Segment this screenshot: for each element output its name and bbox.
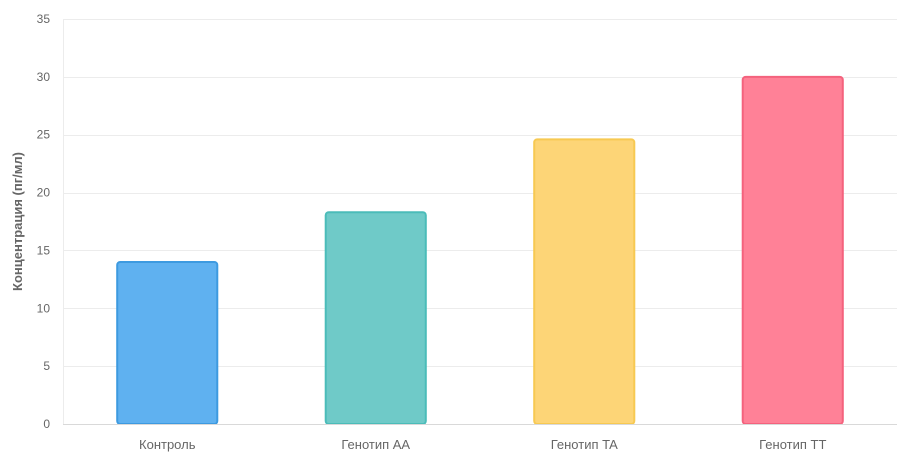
bar [324, 211, 427, 425]
y-axis-ticks: 0 5 10 15 20 25 30 35 [37, 12, 51, 431]
x-tick-label: Контроль [139, 437, 196, 452]
y-tick-label: 5 [43, 359, 50, 373]
bar [741, 75, 844, 425]
x-tick-label: Генотип AA [341, 437, 410, 452]
x-axis-ticks: Контроль Генотип AA Генотип TA Генотип TT [139, 437, 826, 452]
y-tick-label: 10 [37, 301, 51, 315]
y-tick-label: 0 [43, 417, 50, 431]
y-tick-label: 20 [37, 186, 51, 200]
x-tick-label: Генотип TA [551, 437, 618, 452]
bar [533, 138, 636, 425]
y-tick-label: 30 [37, 70, 51, 84]
y-tick-label: 25 [37, 128, 51, 142]
bar [116, 261, 219, 425]
x-tick-label: Генотип TT [759, 437, 826, 452]
y-axis-title: Концентрация (пг/мл) [10, 152, 25, 291]
y-tick-label: 35 [37, 12, 51, 26]
y-tick-label: 15 [37, 243, 51, 257]
